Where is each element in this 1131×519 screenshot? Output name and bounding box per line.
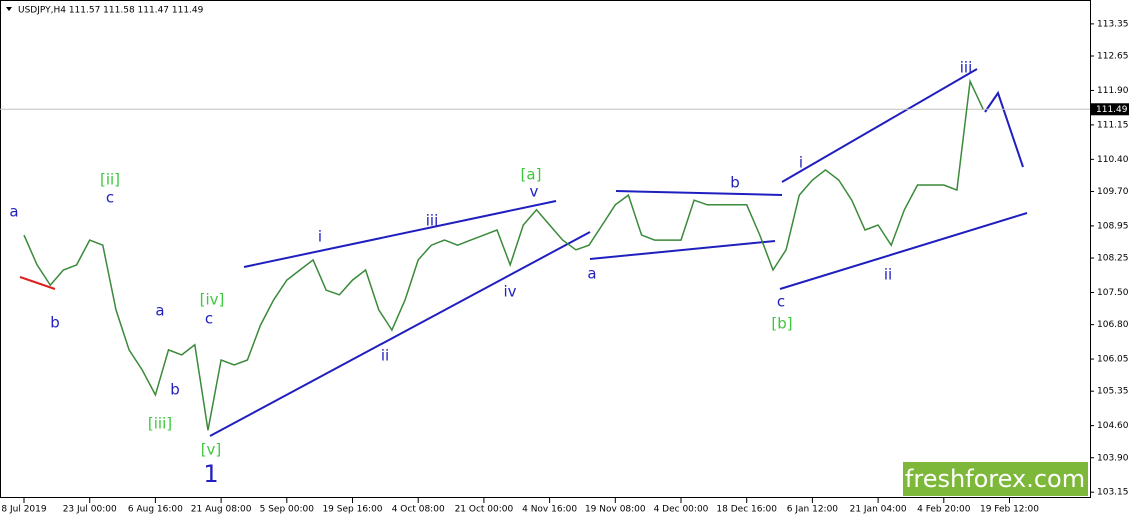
y-tick-label: 106.80 <box>1097 320 1129 330</box>
wave-label: 1 <box>203 460 218 488</box>
current-price-box <box>1091 103 1129 116</box>
trend-line <box>779 212 1028 290</box>
y-tick-label: 113.35 <box>1097 19 1129 29</box>
trend-line <box>19 276 56 290</box>
x-tick-label: 18 Dec 16:00 <box>716 505 777 515</box>
x-tick-label: 21 Oct 00:00 <box>455 505 514 515</box>
x-tick-label: 19 Feb 12:00 <box>980 505 1039 515</box>
x-tick-label: 21 Aug 08:00 <box>191 505 252 515</box>
trend-line <box>781 68 978 183</box>
projection <box>984 90 1024 168</box>
title-arrow <box>6 7 12 11</box>
wave-label: i <box>318 228 322 246</box>
wave-label: ii <box>884 266 892 284</box>
watermark: freshforex.com <box>905 465 1085 493</box>
y-tick-label: 106.05 <box>1097 355 1129 365</box>
wave-label: a <box>155 302 164 320</box>
x-tick-label: 4 Feb 20:00 <box>917 505 971 515</box>
wave-label: [a] <box>521 166 542 184</box>
y-tick-label: 111.15 <box>1097 120 1129 130</box>
x-tick-label: 4 Oct 08:00 <box>392 505 445 515</box>
price-line <box>23 78 984 431</box>
y-tick-label: 105.35 <box>1097 387 1129 397</box>
wave-label: [v] <box>201 441 222 459</box>
wave-label: iv <box>503 283 516 301</box>
wave-label: iii <box>426 212 439 230</box>
trend-line <box>589 240 776 260</box>
wave-label: [iii] <box>148 415 172 433</box>
x-tick-label: 8 Jul 2019 <box>1 505 46 515</box>
wave-label: a <box>587 265 596 283</box>
wave-label: v <box>530 183 539 201</box>
wave-label: ii <box>381 347 389 365</box>
x-tick-label: 5 Sep 00:00 <box>260 505 315 515</box>
watermark-box <box>903 462 1088 496</box>
y-tick-label: 108.25 <box>1097 254 1129 264</box>
wave-label: iii <box>960 59 973 77</box>
wave-label: c <box>205 310 213 328</box>
y-tick-label: 107.50 <box>1097 288 1129 298</box>
wave-label: a <box>9 203 18 221</box>
wave-label: b <box>730 174 740 192</box>
x-tick-label: 6 Jan 12:00 <box>787 505 839 515</box>
wave-label: c <box>106 189 114 207</box>
wave-label: [b] <box>771 315 792 333</box>
wave-label: b <box>50 314 60 332</box>
x-tick-label: 4 Nov 16:00 <box>522 505 577 515</box>
trend-line <box>209 231 591 437</box>
wave-label: b <box>170 381 180 399</box>
y-tick-label: 111.90 <box>1097 86 1129 96</box>
x-tick-label: 6 Aug 16:00 <box>128 505 183 515</box>
x-tick-label: 23 Jul 00:00 <box>63 505 117 515</box>
y-tick-label: 112.65 <box>1097 52 1129 62</box>
y-tick-label: 104.60 <box>1097 421 1129 431</box>
trend-line <box>243 200 557 268</box>
x-tick-label: 19 Nov 08:00 <box>585 505 646 515</box>
current-price-label: 111.49 <box>1096 105 1128 115</box>
chart-title: USDJPY,H4 111.57 111.58 111.47 111.49 <box>18 6 204 16</box>
wave-label: c <box>777 293 785 311</box>
y-tick-label: 103.90 <box>1097 453 1129 463</box>
wave-label: [iv] <box>200 291 225 309</box>
x-tick-label: 19 Sep 16:00 <box>322 505 382 515</box>
y-tick-label: 108.95 <box>1097 221 1129 231</box>
trend-line <box>615 190 783 196</box>
y-tick-label: 109.70 <box>1097 187 1129 197</box>
wave-label: [ii] <box>100 171 120 189</box>
y-tick-label: 110.40 <box>1097 155 1129 165</box>
wave-label: i <box>799 154 803 172</box>
trend-lines <box>19 68 1028 437</box>
y-tick-label: 103.15 <box>1097 488 1129 498</box>
x-tick-label: 21 Jan 04:00 <box>850 505 907 515</box>
x-tick-label: 4 Dec 00:00 <box>654 505 709 515</box>
